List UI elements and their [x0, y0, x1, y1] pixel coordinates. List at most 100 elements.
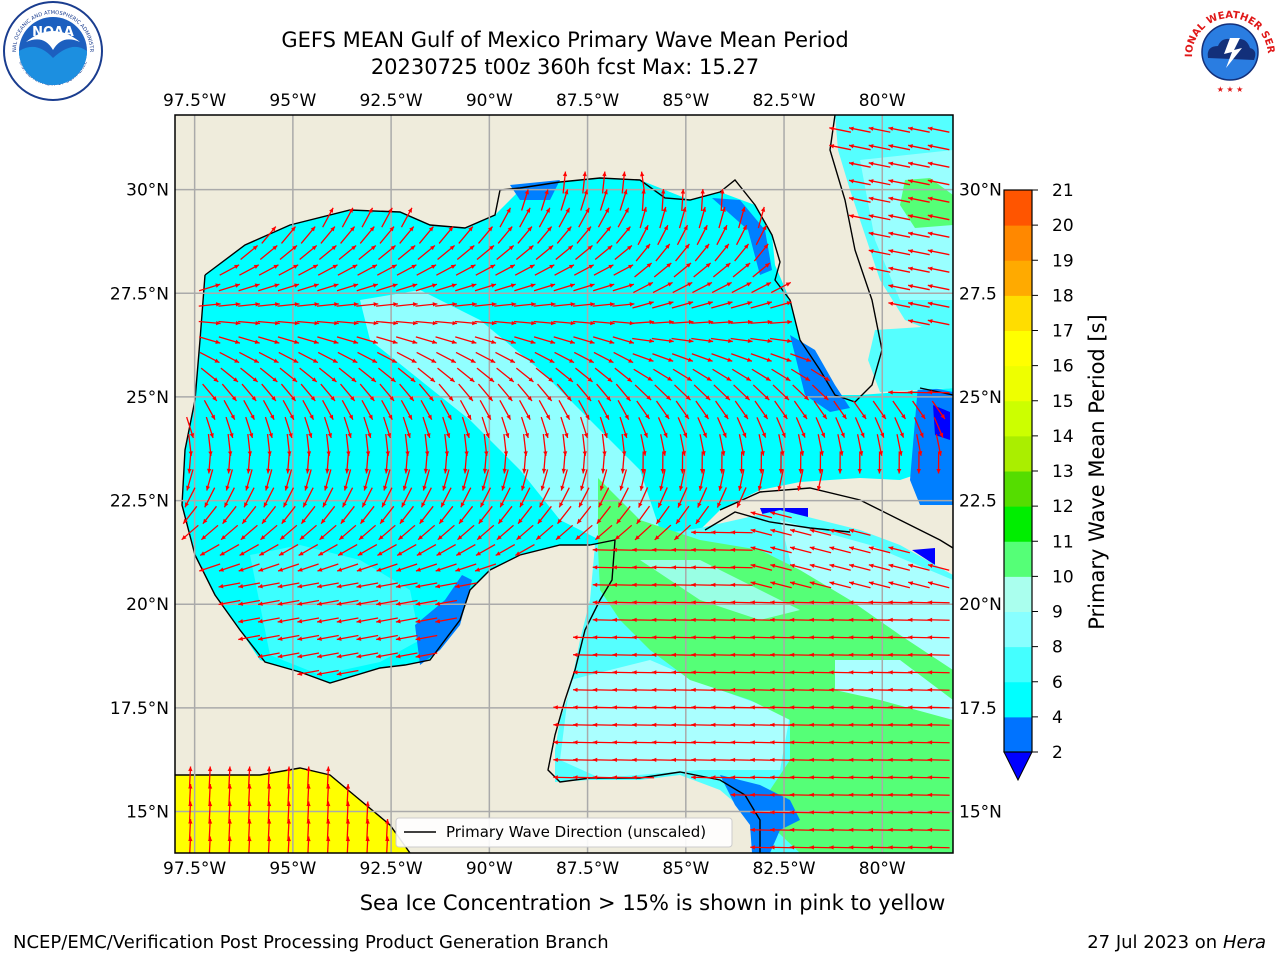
- wave-arrow-head: [671, 670, 677, 675]
- lon-tick-label: 80°W: [859, 859, 906, 879]
- wave-arrow-head: [770, 600, 775, 605]
- wave-arrow-head: [730, 617, 736, 623]
- wave-arrow-head: [691, 547, 696, 553]
- wave-arrow-head: [268, 433, 273, 438]
- wave-arrow-head: [326, 766, 331, 772]
- wave-arrow-head: [632, 565, 637, 570]
- wave-arrow-head: [286, 836, 291, 842]
- colorbar-segment: [1004, 400, 1032, 437]
- wave-arrow-head: [888, 757, 893, 763]
- wave-arrow-head: [547, 226, 552, 232]
- wave-arrow-head: [382, 502, 387, 508]
- wave-arrow-head: [623, 433, 628, 438]
- wave-arrow-head: [227, 819, 232, 824]
- wave-arrow-head: [297, 636, 303, 641]
- wave-arrow-head: [818, 468, 823, 474]
- lat-tick-label: 17.5: [959, 699, 997, 719]
- wave-arrow-head: [286, 766, 291, 772]
- footer-credit: NCEP/EMC/Verification Post Processing Pr…: [13, 932, 609, 953]
- wave-arrow-head: [587, 245, 593, 251]
- wave-arrow-head: [566, 226, 572, 232]
- wave-arrow-head: [573, 722, 578, 728]
- wave-arrow-head: [266, 784, 272, 789]
- wave-arrow-head: [312, 358, 318, 363]
- wave-arrow-head: [389, 226, 395, 232]
- wave-arrow-head: [612, 600, 617, 605]
- wave-arrow-head: [592, 565, 598, 570]
- wave-arrow-head: [544, 433, 549, 438]
- wave-arrow-head: [254, 339, 260, 344]
- wave-arrow-head: [253, 358, 259, 363]
- colorbar-tick-label: 10: [1052, 567, 1074, 587]
- wave-arrow-head: [470, 358, 476, 363]
- wave-arrow-head: [927, 266, 933, 271]
- wave-arrow-head: [452, 302, 458, 307]
- wave-arrow-head: [485, 433, 490, 438]
- wave-arrow-head: [679, 485, 684, 491]
- wave-arrow-head: [283, 502, 288, 508]
- wave-arrow-head: [728, 319, 733, 325]
- colorbar-tick-label: 18: [1052, 286, 1074, 306]
- wave-arrow-head: [312, 264, 318, 269]
- wave-arrow-head: [908, 179, 913, 184]
- wave-arrow-head: [412, 320, 418, 326]
- wave-arrow-head: [345, 801, 351, 807]
- wave-arrow-head: [612, 582, 617, 588]
- wave-arrow-head: [789, 617, 795, 623]
- wave-arrow-head: [602, 171, 607, 177]
- wave-arrow-head: [372, 358, 378, 363]
- colorbar-segment: [1004, 435, 1032, 472]
- wave-arrow-head: [257, 584, 263, 589]
- wave-arrow-head: [648, 301, 654, 306]
- wave-arrow-head: [766, 301, 772, 306]
- wave-arrow-head: [392, 339, 398, 344]
- wave-arrow-head: [240, 535, 246, 540]
- wave-arrow-head: [919, 432, 924, 438]
- wave-arrow-head: [515, 551, 521, 556]
- wave-arrow-head: [393, 320, 398, 326]
- wave-arrow-head: [271, 396, 276, 401]
- wave-arrow-head: [370, 377, 376, 382]
- wave-arrow-head: [705, 263, 711, 268]
- wave-arrow-head: [475, 567, 481, 572]
- wave-arrow-head: [510, 283, 516, 288]
- wave-arrow-head: [508, 245, 514, 251]
- wave-arrow-head: [471, 283, 477, 288]
- wave-arrow-head: [687, 357, 693, 362]
- wave-arrow-head: [263, 502, 268, 508]
- wave-arrow-head: [526, 207, 531, 213]
- wave-arrow-head: [362, 502, 367, 508]
- nws-logo: NATIONAL WEATHER SERVICE ★ ★ ★: [1180, 0, 1278, 98]
- wave-arrow-head: [691, 582, 696, 588]
- wave-arrow-head: [348, 207, 353, 213]
- wave-arrow-head: [888, 249, 894, 254]
- wave-arrow-head: [666, 263, 672, 268]
- wave-arrow-head: [569, 339, 575, 344]
- wave-arrow-head: [508, 377, 514, 382]
- wave-arrow-head: [668, 301, 674, 306]
- wave-arrow-head: [888, 161, 894, 166]
- wave-arrow-head: [632, 722, 637, 728]
- wave-arrow-head: [561, 468, 566, 474]
- wave-arrow-head: [461, 485, 467, 491]
- wave-arrow-head: [750, 581, 756, 586]
- wave-arrow-head: [395, 584, 401, 589]
- wave-arrow-head: [230, 414, 235, 420]
- wave-arrow-head: [848, 775, 854, 780]
- wave-arrow-head: [306, 766, 311, 772]
- wave-arrow-head: [907, 705, 913, 710]
- wave-arrow-head: [592, 775, 598, 780]
- wave-arrow-head: [648, 357, 654, 362]
- wave-arrow-head: [432, 302, 438, 307]
- wave-arrow-head: [668, 357, 674, 362]
- wave-arrow-head: [927, 600, 933, 605]
- wave-arrow-head: [789, 792, 795, 798]
- wave-arrow-head: [491, 283, 497, 288]
- wave-arrow-head: [592, 635, 598, 640]
- wave-arrow-head: [200, 551, 206, 556]
- lat-tick-label: 30°N: [959, 181, 1002, 201]
- wave-arrow-head: [234, 264, 240, 269]
- wave-arrow-head: [789, 757, 795, 763]
- wave-arrow-head: [721, 206, 726, 212]
- wave-arrow-head: [345, 819, 351, 824]
